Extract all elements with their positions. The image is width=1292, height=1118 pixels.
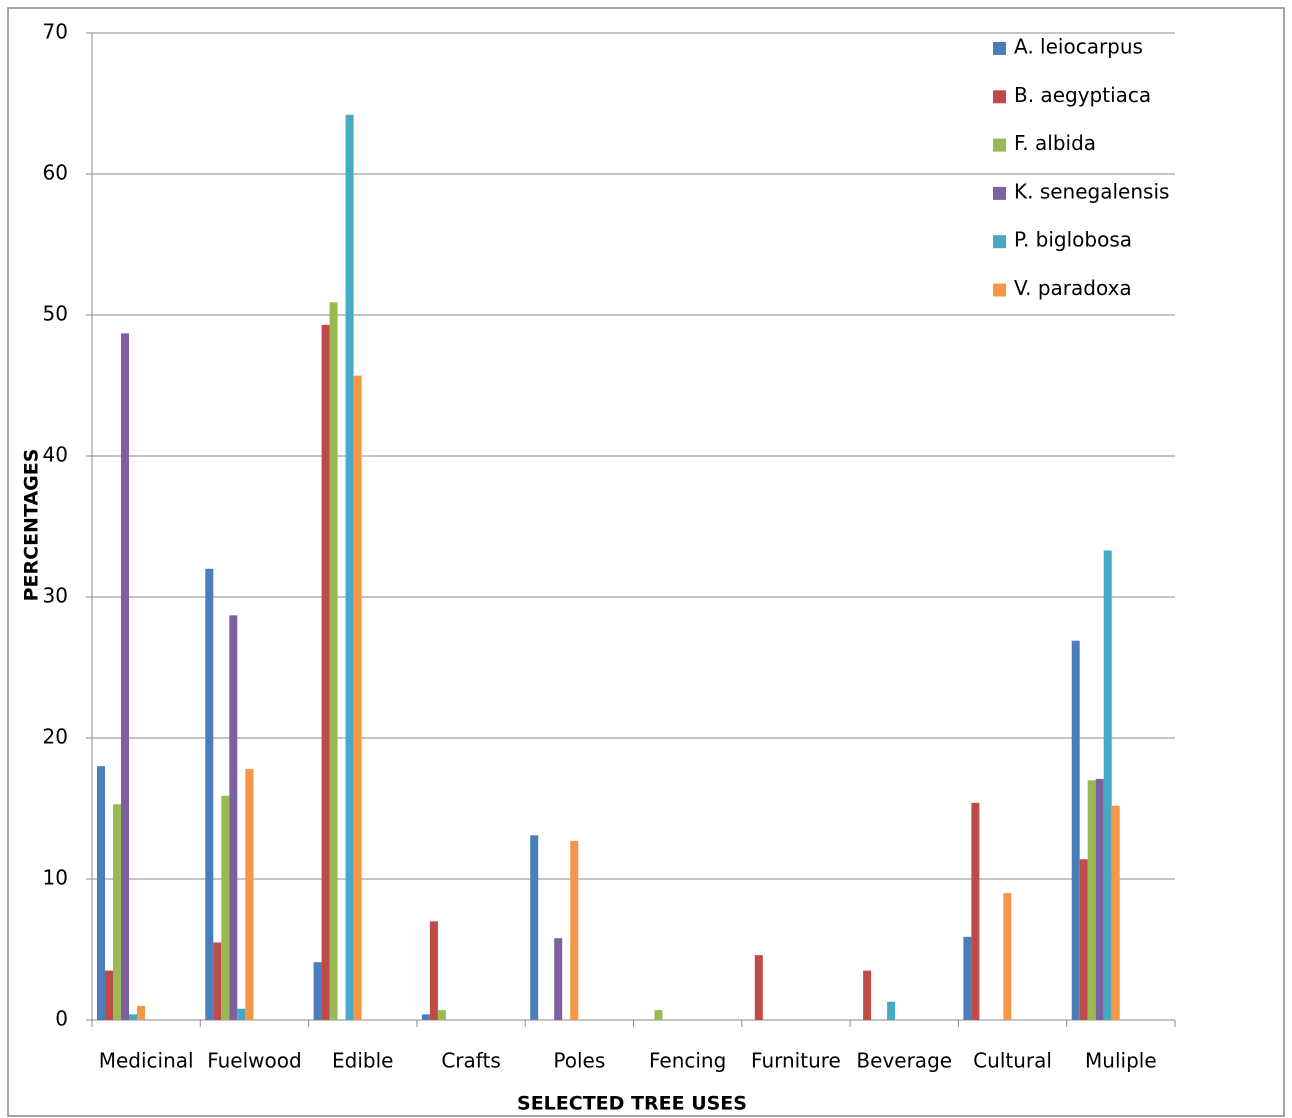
bar (229, 615, 238, 1020)
bar (105, 970, 113, 1020)
y-tick-label: 40 (43, 443, 68, 467)
bar (754, 955, 763, 1020)
bar (237, 1008, 246, 1020)
bar (429, 921, 438, 1020)
bar (129, 1014, 137, 1020)
y-tick-label: 30 (43, 584, 68, 608)
bar (1111, 805, 1120, 1020)
bar (345, 114, 354, 1020)
legend-swatch (993, 90, 1006, 104)
x-axis-title: SELECTED TREE USES (517, 1093, 747, 1115)
bar (221, 795, 230, 1020)
y-tick-label: 10 (43, 866, 68, 890)
x-tick-label: Cultural (973, 1049, 1052, 1073)
bar (97, 766, 105, 1020)
bar (1103, 550, 1112, 1020)
bar (321, 324, 330, 1020)
bar (245, 769, 254, 1020)
x-tick-label: Crafts (441, 1049, 500, 1073)
legend-label: P. biglobosa (1014, 228, 1132, 252)
bar (1095, 778, 1104, 1020)
legend-swatch (993, 186, 1006, 200)
bar (1071, 640, 1080, 1020)
bar (554, 938, 563, 1020)
legend-swatch (993, 283, 1006, 297)
legend-label: A. leiocarpus (1014, 35, 1143, 59)
x-tick-label: Fencing (649, 1049, 726, 1073)
x-tick-label: Beverage (856, 1049, 952, 1073)
bar (137, 1005, 145, 1020)
y-tick-label: 0 (55, 1007, 68, 1031)
bar (213, 942, 222, 1020)
bar (1003, 893, 1012, 1020)
y-tick-label: 50 (43, 302, 68, 326)
bar (353, 375, 362, 1020)
bar (887, 1001, 896, 1020)
legend-label: K. senegalensis (1014, 179, 1169, 203)
bar (329, 302, 338, 1020)
bar (437, 1010, 446, 1020)
x-tick-label: Medicinal (99, 1049, 194, 1073)
x-tick-label: Muliple (1085, 1049, 1157, 1073)
x-tick-label: Poles (553, 1049, 605, 1073)
chart-border (7, 7, 1285, 1117)
bar (1087, 780, 1096, 1020)
bar (113, 804, 121, 1020)
legend-label: V. paradoxa (1014, 276, 1132, 300)
bar (421, 1014, 430, 1020)
bar (863, 970, 872, 1020)
x-tick-label: Furniture (751, 1049, 841, 1073)
bar (1079, 859, 1088, 1020)
bar (121, 333, 129, 1021)
legend-label: F. albida (1014, 131, 1096, 155)
bar (570, 840, 579, 1020)
bar (971, 802, 980, 1020)
legend-swatch (993, 235, 1006, 249)
x-tick-label: Edible (332, 1049, 393, 1073)
y-axis-title: PERCENTAGES (21, 449, 43, 602)
bar (654, 1010, 663, 1020)
legend-label: B. aegyptiaca (1014, 83, 1151, 107)
y-tick-label: 60 (43, 161, 68, 185)
bar (530, 835, 539, 1020)
legend-swatch (993, 42, 1006, 55)
y-tick-label: 20 (43, 725, 68, 749)
x-tick-label: Fuelwood (207, 1049, 301, 1073)
bar (205, 568, 214, 1020)
bar (963, 936, 972, 1020)
legend-swatch (993, 138, 1006, 152)
y-tick-label: 70 (43, 20, 68, 44)
bar (313, 962, 322, 1020)
